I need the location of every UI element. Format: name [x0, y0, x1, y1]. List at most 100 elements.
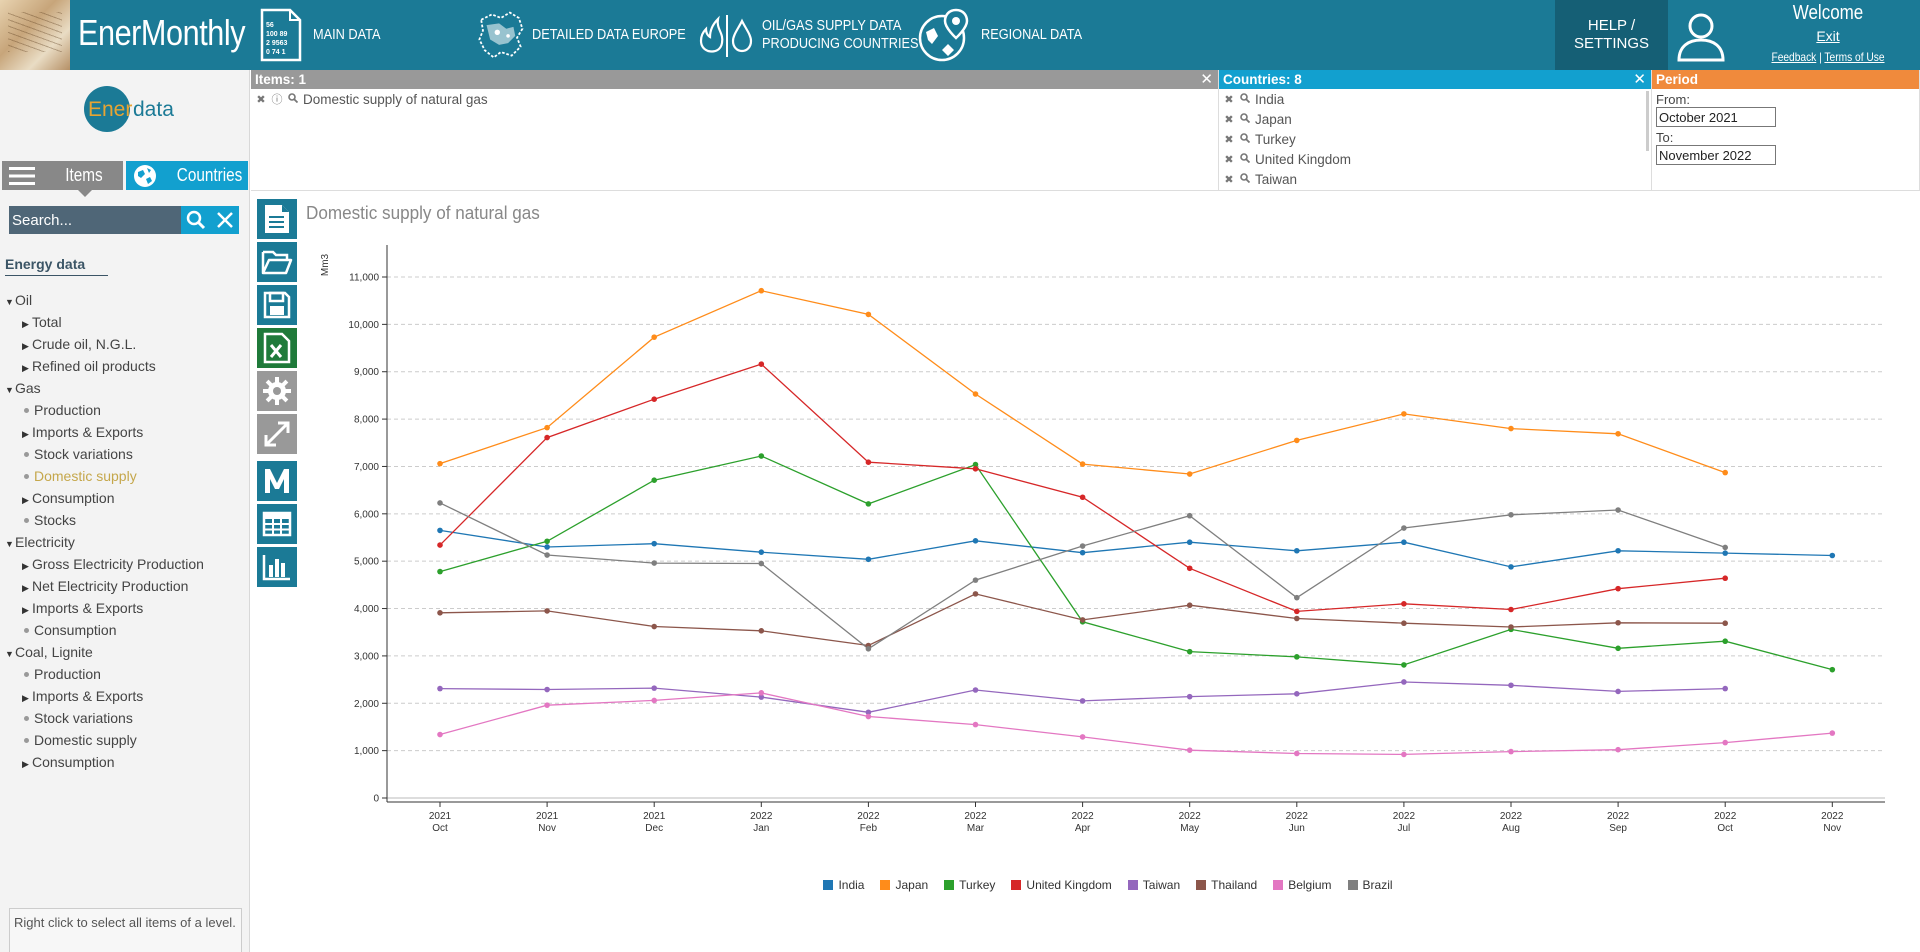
remove-icon[interactable]: ✖: [1224, 113, 1234, 126]
exit-link[interactable]: Exit: [1816, 28, 1840, 44]
expand-icon: [264, 421, 290, 447]
remove-icon[interactable]: ✖: [1224, 153, 1234, 166]
legend-item[interactable]: Turkey: [944, 878, 995, 892]
tree-item[interactable]: ▶ Net Electricity Production: [22, 578, 188, 594]
fullscreen-button[interactable]: [257, 414, 297, 454]
tree-item[interactable]: ▶ Imports & Exports: [22, 688, 143, 704]
caret-right-icon[interactable]: ▶: [22, 605, 29, 615]
tree-item[interactable]: Stock variations: [22, 446, 133, 462]
tree-item[interactable]: ▼Electricity: [5, 534, 75, 550]
caret-right-icon[interactable]: ▶: [22, 759, 29, 769]
tree-item[interactable]: Consumption: [22, 622, 117, 638]
open-folder-button[interactable]: [257, 242, 297, 282]
tree-item[interactable]: ▶ Total: [22, 314, 62, 330]
items-panel-close-icon[interactable]: ✕: [1200, 71, 1213, 88]
help-settings-button[interactable]: HELP / SETTINGS: [1555, 0, 1668, 70]
tab-countries[interactable]: Countries: [126, 161, 248, 190]
chart-view-button[interactable]: [257, 547, 297, 587]
selection-row[interactable]: ✖ Turkey: [1219, 129, 1651, 149]
remove-icon[interactable]: ✖: [256, 93, 266, 106]
tree-item[interactable]: Production: [22, 402, 101, 418]
selection-row[interactable]: ✖ Japan: [1219, 109, 1651, 129]
legend-item[interactable]: Brazil: [1347, 878, 1393, 892]
globe-pin-icon: [915, 7, 975, 63]
tree-item[interactable]: ▶ Refined oil products: [22, 358, 156, 374]
tree-item[interactable]: ▶ Imports & Exports: [22, 424, 143, 440]
remove-icon[interactable]: ✖: [1224, 173, 1234, 186]
hint-box: Right click to select all items of a lev…: [9, 908, 242, 952]
legend-item[interactable]: Japan: [880, 878, 928, 892]
selection-row[interactable]: ✖ ⓘ Domestic supply of natural gas: [251, 89, 1218, 109]
tree-item-label: Total: [32, 314, 62, 330]
search-button[interactable]: [181, 206, 210, 234]
selection-row[interactable]: ✖ Taiwan: [1219, 169, 1651, 189]
selection-row[interactable]: ✖ India: [1219, 89, 1651, 109]
save-button[interactable]: [257, 285, 297, 325]
selection-row[interactable]: ✖ United Kingdom: [1219, 149, 1651, 169]
tree-item[interactable]: ▼Coal, Lignite: [5, 644, 93, 660]
caret-right-icon[interactable]: ▶: [22, 341, 29, 351]
nav-regional-data[interactable]: REGIONAL DATA: [915, 0, 1100, 70]
caret-right-icon[interactable]: ▶: [22, 693, 29, 703]
legend-item[interactable]: Thailand: [1196, 878, 1257, 892]
nav-oil-gas-supply[interactable]: OIL/GAS SUPPLY DATA PRODUCING COUNTRIES: [692, 0, 946, 70]
legend-item[interactable]: Taiwan: [1127, 878, 1180, 892]
tree-item[interactable]: ▶ Imports & Exports: [22, 600, 143, 616]
caret-right-icon[interactable]: ▶: [22, 319, 29, 329]
tab-items[interactable]: Items: [2, 161, 123, 197]
terms-of-use-link[interactable]: Terms of Use: [1824, 50, 1885, 64]
app-title[interactable]: EnerMonthly: [78, 12, 246, 53]
caret-right-icon[interactable]: ▶: [22, 561, 29, 571]
caret-down-icon[interactable]: ▼: [5, 649, 14, 659]
clear-search-button[interactable]: [210, 206, 239, 234]
legend-item[interactable]: United Kingdom: [1011, 878, 1112, 892]
search-icon[interactable]: [287, 92, 299, 106]
tree-item[interactable]: ▶ Gross Electricity Production: [22, 556, 204, 572]
monthly-view-button[interactable]: [257, 461, 297, 501]
search-input[interactable]: [9, 206, 181, 234]
legend-item[interactable]: India: [823, 878, 864, 892]
caret-right-icon[interactable]: ▶: [22, 429, 29, 439]
nav-main-data[interactable]: 56 100 89 2 9563 0 74 1 MAIN DATA: [255, 0, 392, 70]
tree-item[interactable]: Stocks: [22, 512, 76, 528]
info-icon[interactable]: ⓘ: [271, 94, 283, 106]
nav-detailed-data-europe[interactable]: DETAILED DATA EUROPE: [474, 0, 713, 70]
selection-label: Turkey: [1255, 131, 1296, 147]
search-icon[interactable]: [1239, 92, 1251, 106]
export-excel-button[interactable]: [257, 328, 297, 368]
search-icon[interactable]: [1239, 172, 1251, 186]
tree-item[interactable]: Domestic supply: [22, 732, 137, 748]
tree-item[interactable]: ▼Oil: [5, 292, 32, 308]
nav-main-data-label: MAIN DATA: [313, 26, 381, 43]
legend-item[interactable]: Belgium: [1273, 878, 1332, 892]
caret-down-icon[interactable]: ▼: [5, 539, 14, 549]
data-point: [1829, 552, 1836, 559]
remove-icon[interactable]: ✖: [1224, 133, 1234, 146]
tree-item[interactable]: ▶ Consumption: [22, 490, 115, 506]
tree-item[interactable]: ▶ Crude oil, N.G.L.: [22, 336, 136, 352]
countries-panel-close-icon[interactable]: ✕: [1633, 71, 1646, 88]
countries-list[interactable]: ✖ India ✖ Japan ✖ Turkey ✖ United Kingdom ✖ Taiwa…: [1219, 89, 1651, 190]
tree-item[interactable]: Stock variations: [22, 710, 133, 726]
table-view-button[interactable]: [257, 504, 297, 544]
search-icon[interactable]: [1239, 132, 1251, 146]
x-tick-label-year: 2021: [643, 811, 666, 822]
period-to-input[interactable]: [1656, 145, 1776, 165]
settings-button[interactable]: [257, 371, 297, 411]
tree-item[interactable]: ▶ Consumption: [22, 754, 115, 770]
caret-down-icon[interactable]: ▼: [5, 385, 14, 395]
feedback-link[interactable]: Feedback: [1771, 50, 1817, 64]
period-from-input[interactable]: [1656, 107, 1776, 127]
new-document-button[interactable]: [257, 199, 297, 239]
tree-item[interactable]: ▼Gas: [5, 380, 41, 396]
caret-right-icon[interactable]: ▶: [22, 495, 29, 505]
tree-item[interactable]: Domestic supply: [22, 468, 137, 484]
tree-item[interactable]: Production: [22, 666, 101, 682]
caret-right-icon[interactable]: ▶: [22, 363, 29, 373]
remove-icon[interactable]: ✖: [1224, 93, 1234, 106]
search-icon[interactable]: [1239, 152, 1251, 166]
caret-down-icon[interactable]: ▼: [5, 297, 14, 307]
caret-right-icon[interactable]: ▶: [22, 583, 29, 593]
search-icon[interactable]: [1239, 112, 1251, 126]
data-point: [1401, 539, 1407, 546]
